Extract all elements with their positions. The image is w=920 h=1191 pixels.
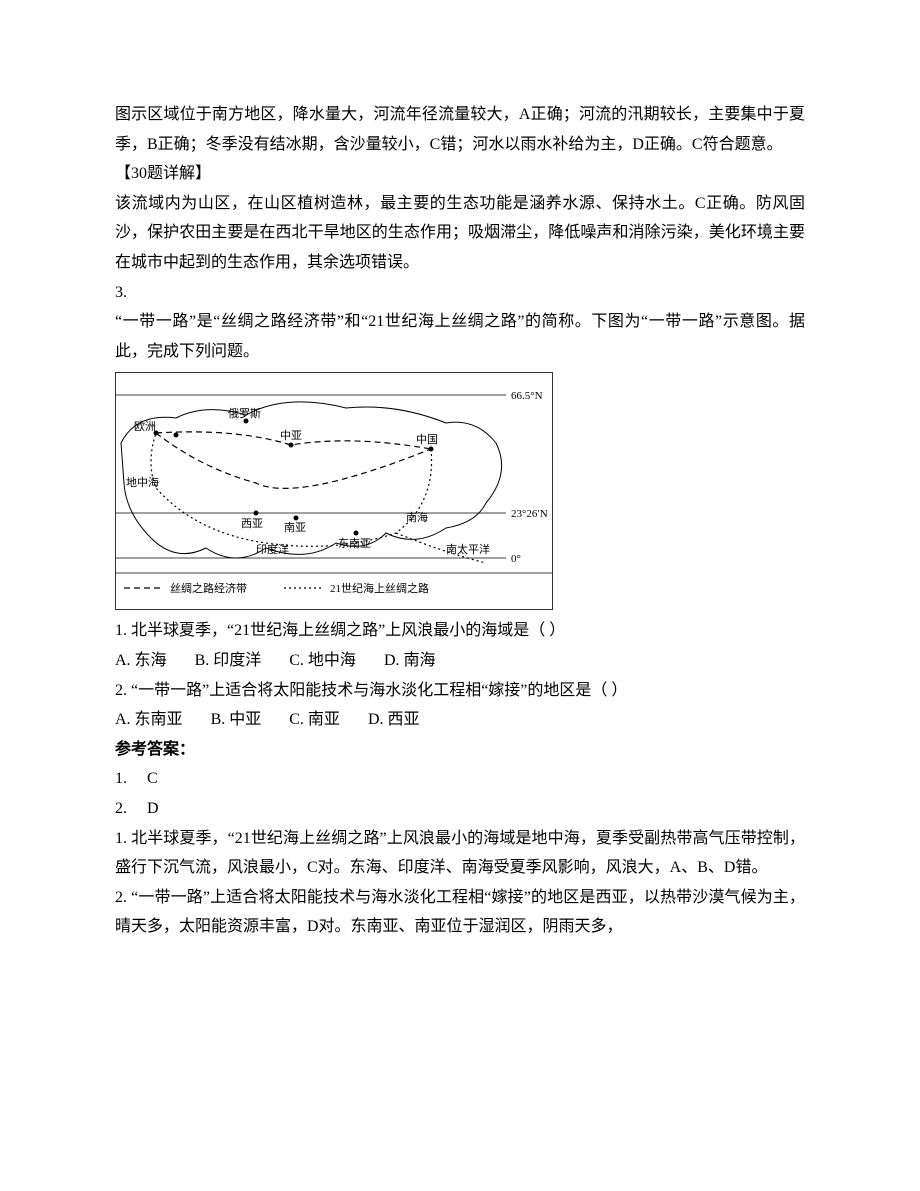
option-1b: B. 印度洋 <box>195 646 262 676</box>
question-3-number: 3. <box>115 278 805 308</box>
explanation-30-paragraph: 该流域内为山区，在山区植树造林，最主要的生态功能是涵养水源、保持水土。C正确。防… <box>115 189 805 278</box>
sub-question-2: 2. “一带一路”上适合将太阳能技术与海水淡化工程相“嫁接”的地区是（ ） <box>115 676 805 706</box>
explanation-2: 2. “一带一路”上适合将太阳能技术与海水淡化工程相“嫁接”的地区是西亚，以热带… <box>115 883 805 942</box>
lat-23-label: 23°26′N <box>511 508 548 520</box>
question-30-heading: 【30题详解】 <box>115 159 805 189</box>
lat-0-label: 0° <box>511 553 521 565</box>
node-southeast-asia <box>354 531 359 536</box>
label-central-asia: 中亚 <box>280 429 302 442</box>
belt-road-map: 66.5°N 23°26′N 0° 欧洲 俄罗斯 中亚 中国 地中海 西亚 南亚… <box>115 372 553 610</box>
answer-2: 2. D <box>115 794 805 824</box>
label-southeast-asia: 东南亚 <box>338 537 371 550</box>
legend-land-text: 丝绸之路经济带 <box>170 581 247 595</box>
node-europe-2 <box>174 433 179 438</box>
sub-question-2-options: A. 东南亚 B. 中亚 C. 南亚 D. 西亚 <box>115 705 805 735</box>
option-2c: C. 南亚 <box>289 705 340 735</box>
label-west-asia: 西亚 <box>241 518 263 530</box>
answer-heading: 参考答案： <box>115 735 805 765</box>
label-china: 中国 <box>416 433 438 446</box>
option-1a: A. 东海 <box>115 646 167 676</box>
sub-question-1: 1. 北半球夏季，“21世纪海上丝绸之路”上风浪最小的海域是（ ） <box>115 616 805 646</box>
sub-question-1-options: A. 东海 B. 印度洋 C. 地中海 D. 南海 <box>115 646 805 676</box>
map-bg <box>116 373 552 609</box>
node-west-asia <box>254 511 259 516</box>
label-mediterranean: 地中海 <box>126 475 159 489</box>
label-indian-ocean: 印度洋 <box>256 542 289 556</box>
option-1d: D. 南海 <box>384 646 436 676</box>
lat-66-label: 66.5°N <box>511 390 543 402</box>
answer-1: 1. C <box>115 764 805 794</box>
label-south-asia: 南亚 <box>284 521 306 534</box>
node-china <box>429 447 434 452</box>
option-2d: D. 西亚 <box>368 705 420 735</box>
option-2a: A. 东南亚 <box>115 705 183 735</box>
explanation-1: 1. 北半球夏季，“21世纪海上丝绸之路”上风浪最小的海域是地中海，夏季受副热带… <box>115 824 805 883</box>
question-3-stem: “一带一路”是“丝绸之路经济带”和“21世纪海上丝绸之路”的简称。下图为“一带一… <box>115 307 805 366</box>
option-1c: C. 地中海 <box>289 646 356 676</box>
label-europe: 欧洲 <box>134 420 156 433</box>
label-south-sea: 南海 <box>406 510 428 524</box>
explanation-paragraph: 图示区域位于南方地区，降水量大，河流年径流量较大，A正确；河流的汛期较长，主要集… <box>115 100 805 159</box>
document-page: 图示区域位于南方地区，降水量大，河流年径流量较大，A正确；河流的汛期较长，主要集… <box>0 0 920 1191</box>
label-south-pacific: 南太平洋 <box>446 542 490 556</box>
node-central-asia <box>289 443 294 448</box>
node-south-asia <box>294 516 299 521</box>
legend-sea-text: 21世纪海上丝绸之路 <box>330 581 429 595</box>
label-russia: 俄罗斯 <box>228 407 261 420</box>
option-2b: B. 中亚 <box>211 705 262 735</box>
